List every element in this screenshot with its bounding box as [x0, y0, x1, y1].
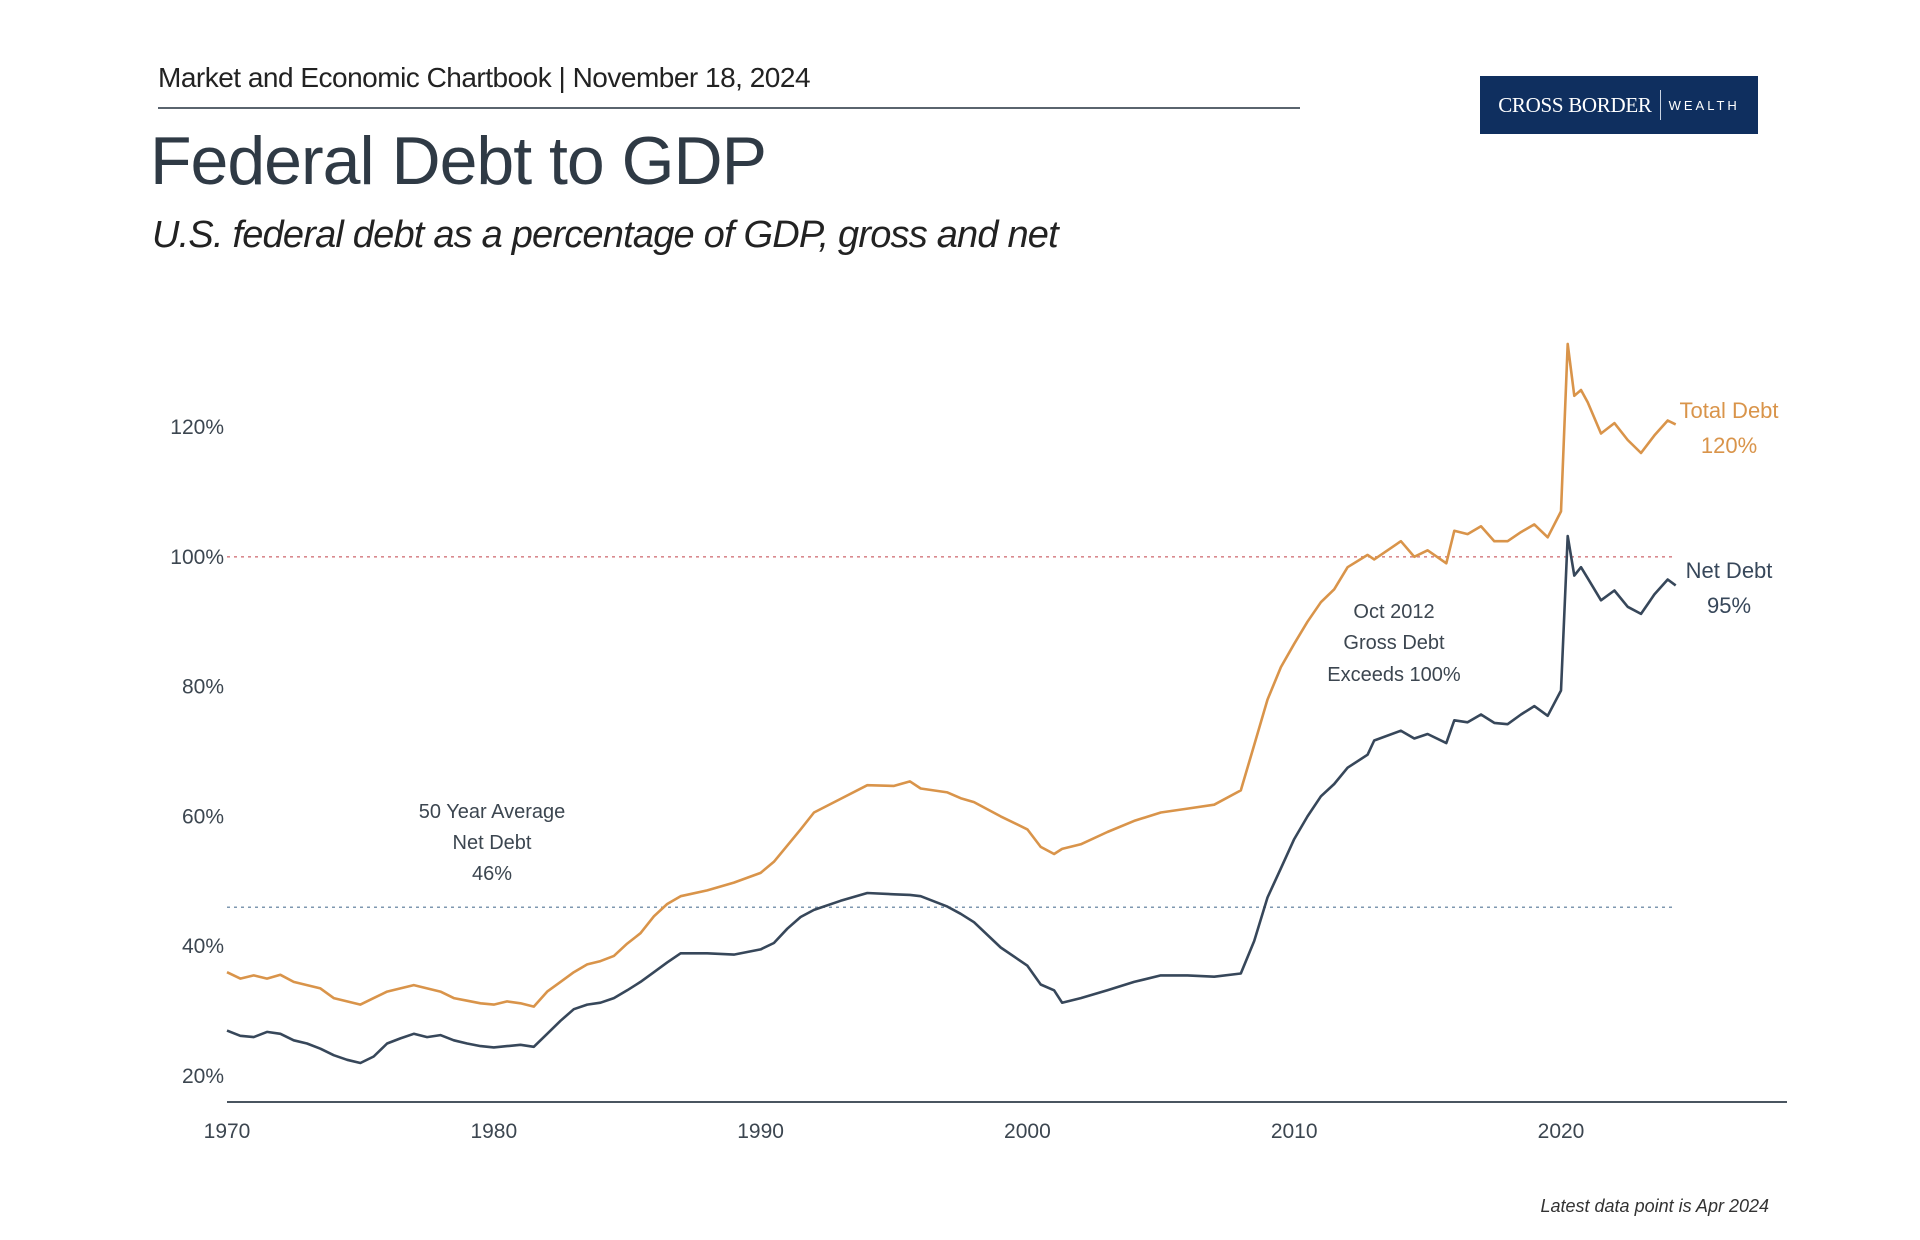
logo-divider [1659, 90, 1661, 120]
total-debt-label: Total Debt [1679, 398, 1778, 423]
y-tick-label: 80% [182, 676, 224, 699]
cross-border-wealth-logo: CROSS BORDER WEALTH [1480, 76, 1758, 134]
gross-annotation-line1: Oct 2012 [1353, 601, 1434, 623]
x-tick-label: 1980 [470, 1120, 517, 1143]
y-tick-label: 40% [182, 935, 224, 958]
gross-annotation-line2: Gross Debt [1343, 632, 1445, 654]
x-tick-label: 2000 [1004, 1120, 1051, 1143]
logo-text-secondary: WEALTH [1668, 97, 1740, 113]
gross-annotation-line3: Exceeds 100% [1327, 664, 1461, 686]
avg-annotation-line2: Net Debt [453, 832, 532, 854]
x-tick-label: 2020 [1538, 1120, 1585, 1143]
avg-annotation-line3: 46% [472, 863, 512, 885]
chartbook-kicker: Market and Economic Chartbook | November… [158, 62, 811, 93]
avg-annotation-line1: 50 Year Average [419, 801, 565, 823]
page-title: Federal Debt to GDP [150, 123, 767, 199]
net-debt-line [226, 534, 1677, 1065]
header-divider [158, 107, 1300, 109]
net-debt-value: 95% [1707, 593, 1751, 618]
total-debt-value: 120% [1701, 433, 1757, 458]
net-debt-label: Net Debt [1686, 558, 1773, 583]
x-tick-label: 2010 [1271, 1120, 1318, 1143]
page-subtitle: U.S. federal debt as a percentage of GDP… [152, 214, 1059, 256]
logo-text-main: CROSS BORDER [1498, 92, 1652, 117]
y-tick-label: 20% [182, 1065, 224, 1088]
y-tick-label: 60% [182, 805, 224, 828]
total-debt-line [226, 342, 1677, 1008]
x-tick-label: 1970 [204, 1120, 251, 1143]
y-tick-label: 120% [170, 416, 224, 439]
y-tick-label: 100% [170, 546, 224, 569]
latest-data-note: Latest data point is Apr 2024 [1540, 1196, 1770, 1216]
x-tick-label: 1990 [737, 1120, 784, 1143]
